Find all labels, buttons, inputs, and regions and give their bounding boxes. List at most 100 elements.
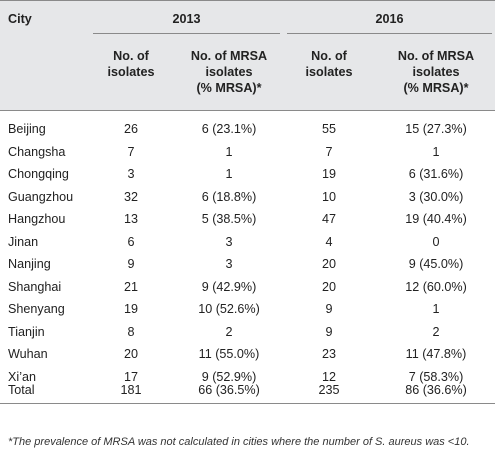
header-year-2013: 2013 bbox=[172, 12, 201, 26]
table-row: Nanjing 9 3 20 9 (45.0%) bbox=[0, 256, 495, 272]
table-row-total: Total 181 66 (36.5%) 235 86 (36.6%) bbox=[0, 382, 495, 398]
cell-mrsa-2016: 19 (40.4%) bbox=[405, 212, 467, 226]
cell-city: Beijing bbox=[8, 122, 46, 136]
table-row: Tianjin 8 2 9 2 bbox=[0, 324, 495, 340]
cell-mrsa-2013: 10 (52.6%) bbox=[198, 302, 260, 316]
cell-city: Hangzhou bbox=[8, 212, 66, 226]
table-row: Changsha 7 1 7 1 bbox=[0, 144, 495, 160]
cell-city: Tianjin bbox=[8, 324, 45, 339]
cell-mrsa-2013: 9 (42.9%) bbox=[201, 279, 257, 294]
cell-city: Chongqing bbox=[8, 167, 69, 181]
cell-mrsa-2013: 66 (36.5%) bbox=[198, 383, 260, 397]
cell-city: Jinan bbox=[8, 234, 39, 249]
year-2016-rule bbox=[287, 33, 492, 34]
table-footnote: *The prevalence of MRSA was not calculat… bbox=[8, 436, 470, 448]
cell-isolates-2016: 20 bbox=[321, 257, 336, 271]
table-bottom-rule bbox=[0, 403, 495, 404]
cell-mrsa-2013: 2 bbox=[225, 324, 233, 339]
cell-mrsa-2013: 3 bbox=[225, 234, 233, 249]
header-mrsa-line1: No. of MRSA bbox=[397, 49, 475, 63]
cell-mrsa-2013: 5 (38.5%) bbox=[201, 212, 257, 226]
table-row: Shanghai 21 9 (42.9%) 20 12 (60.0%) bbox=[0, 279, 495, 295]
table-row: Hangzhou 13 5 (38.5%) 47 19 (40.4%) bbox=[0, 211, 495, 227]
cell-city: Nanjing bbox=[8, 257, 51, 271]
cell-isolates-2013: 8 bbox=[127, 324, 135, 339]
cell-isolates-2016: 19 bbox=[321, 167, 336, 181]
cell-mrsa-2013: 6 (23.1%) bbox=[201, 122, 257, 136]
table-row: Shenyang 19 10 (52.6%) 9 1 bbox=[0, 301, 495, 317]
cell-mrsa-2013: 6 (18.8%) bbox=[201, 189, 257, 204]
cell-isolates-2016: 20 bbox=[321, 279, 336, 294]
cell-isolates-2013: 3 bbox=[127, 167, 135, 181]
cell-isolates-2016: 9 bbox=[325, 302, 333, 316]
cell-city: Wuhan bbox=[8, 347, 48, 361]
table-row: Wuhan 20 11 (55.0%) 23 11 (47.8%) bbox=[0, 346, 495, 362]
table-row: Beijing 26 6 (23.1%) 55 15 (27.3%) bbox=[0, 121, 495, 137]
header-mrsa-line3: (% MRSA)* bbox=[403, 81, 469, 95]
header-mrsa-2013: No. of MRSA isolates (% MRSA)* bbox=[174, 48, 284, 96]
table-top-rule bbox=[0, 0, 495, 1]
cell-city: Guangzhou bbox=[8, 189, 74, 204]
cell-isolates-2016: 55 bbox=[321, 122, 336, 136]
table-row: Chongqing 3 1 19 6 (31.6%) bbox=[0, 166, 495, 182]
cell-mrsa-2016: 12 (60.0%) bbox=[405, 279, 467, 294]
cell-mrsa-2013: 11 (55.0%) bbox=[198, 347, 260, 361]
cell-isolates-2013: 6 bbox=[127, 234, 135, 249]
cell-mrsa-2016: 6 (31.6%) bbox=[408, 167, 464, 181]
table-row: Guangzhou 32 6 (18.8%) 10 3 (30.0%) bbox=[0, 189, 495, 205]
cell-isolates-2016: 10 bbox=[321, 189, 336, 204]
cell-city: Total bbox=[8, 383, 35, 397]
header-city: City bbox=[8, 12, 32, 26]
cell-mrsa-2016: 86 (36.6%) bbox=[405, 383, 467, 397]
cell-isolates-2016: 7 bbox=[325, 144, 333, 159]
cell-isolates-2013: 7 bbox=[127, 144, 135, 159]
cell-mrsa-2013: 1 bbox=[225, 144, 233, 159]
header-isolates-line1: No. of bbox=[311, 49, 347, 63]
cell-isolates-2016: 12 bbox=[321, 369, 336, 384]
table-header-band bbox=[0, 0, 495, 110]
header-mrsa-line1: No. of MRSA bbox=[190, 49, 268, 63]
header-mrsa-2016: No. of MRSA isolates (% MRSA)* bbox=[377, 48, 495, 96]
cell-isolates-2016: 235 bbox=[318, 383, 340, 397]
table-row: Xi’an 17 9 (52.9%) 12 7 (58.3%) bbox=[0, 369, 495, 385]
cell-mrsa-2016: 15 (27.3%) bbox=[405, 122, 467, 136]
header-isolates-line2: isolates bbox=[305, 65, 353, 79]
cell-city: Xi’an bbox=[8, 369, 37, 384]
cell-isolates-2016: 23 bbox=[321, 347, 336, 361]
header-mrsa-line2: isolates bbox=[205, 65, 253, 79]
cell-isolates-2016: 4 bbox=[325, 234, 333, 249]
cell-city: Shenyang bbox=[8, 302, 65, 316]
cell-isolates-2013: 13 bbox=[123, 212, 138, 226]
header-bottom-rule bbox=[0, 110, 495, 111]
cell-mrsa-2016: 3 (30.0%) bbox=[408, 189, 464, 204]
cell-mrsa-2016: 2 bbox=[432, 324, 440, 339]
cell-mrsa-2016: 1 bbox=[432, 302, 440, 316]
cell-mrsa-2016: 9 (45.0%) bbox=[408, 257, 464, 271]
header-mrsa-line3: (% MRSA)* bbox=[196, 81, 262, 95]
header-isolates-line2: isolates bbox=[107, 65, 155, 79]
cell-isolates-2013: 21 bbox=[123, 279, 138, 294]
cell-mrsa-2016: 11 (47.8%) bbox=[405, 347, 467, 361]
header-isolates-2013: No. of isolates bbox=[93, 48, 169, 80]
cell-isolates-2013: 181 bbox=[120, 383, 142, 397]
cell-isolates-2013: 32 bbox=[123, 189, 138, 204]
cell-city: Changsha bbox=[8, 144, 66, 159]
header-isolates-2016: No. of isolates bbox=[291, 48, 367, 80]
cell-city: Shanghai bbox=[8, 279, 62, 294]
cell-isolates-2016: 47 bbox=[321, 212, 336, 226]
header-isolates-line1: No. of bbox=[113, 49, 149, 63]
cell-isolates-2016: 9 bbox=[325, 324, 333, 339]
cell-mrsa-2016: 1 bbox=[432, 144, 440, 159]
header-year-2016: 2016 bbox=[375, 12, 404, 26]
year-2013-rule bbox=[93, 33, 280, 34]
cell-mrsa-2013: 1 bbox=[225, 167, 233, 181]
cell-mrsa-2016: 0 bbox=[432, 234, 440, 249]
cell-mrsa-2013: 3 bbox=[225, 257, 233, 271]
header-mrsa-line2: isolates bbox=[412, 65, 460, 79]
cell-isolates-2013: 17 bbox=[123, 369, 138, 384]
table-row: Jinan 6 3 4 0 bbox=[0, 234, 495, 250]
cell-isolates-2013: 9 bbox=[127, 257, 135, 271]
cell-mrsa-2016: 7 (58.3%) bbox=[408, 369, 464, 384]
cell-mrsa-2013: 9 (52.9%) bbox=[201, 369, 257, 384]
